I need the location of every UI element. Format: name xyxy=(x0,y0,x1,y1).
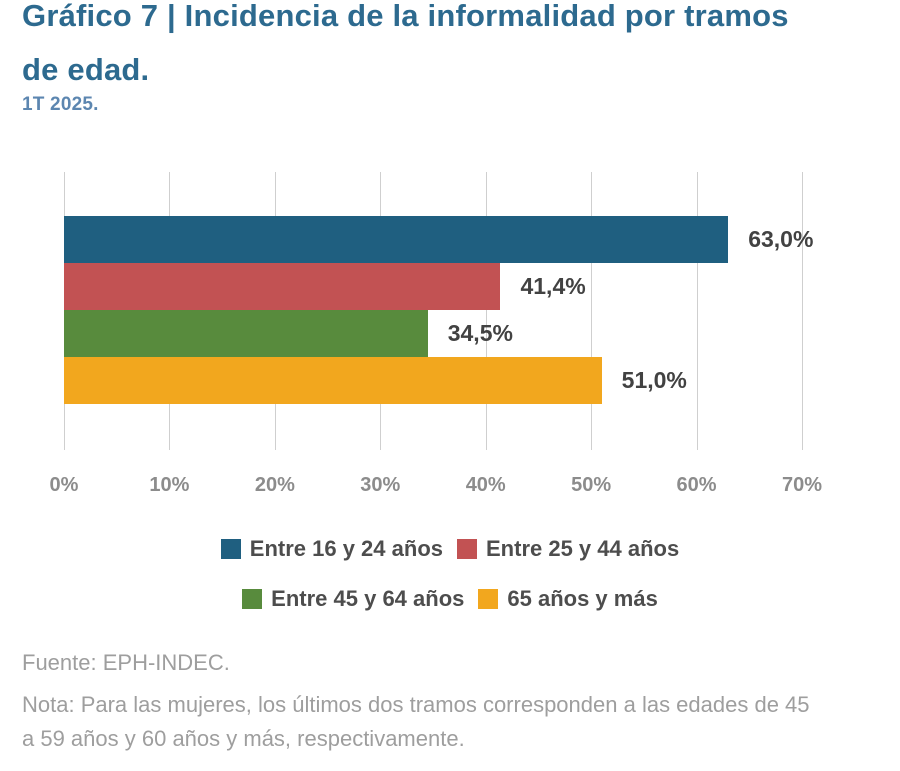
legend-item: Entre 25 y 44 años xyxy=(457,536,679,562)
plot-area: 63,0% 41,4% 34,5% 51,0% xyxy=(64,172,813,450)
bar-value-label: 34,5% xyxy=(447,320,513,346)
legend-label: Entre 25 y 44 años xyxy=(486,536,680,561)
bar-1 xyxy=(64,263,501,310)
x-tick-label: 70% xyxy=(781,474,823,496)
bar-2 xyxy=(64,310,428,357)
gridline xyxy=(591,172,593,450)
bars-container: 63,0% 41,4% 34,5% 51,0% xyxy=(64,216,813,404)
bar-0 xyxy=(64,216,729,263)
bar-row: 41,4% xyxy=(64,263,802,310)
x-tick-label: 60% xyxy=(676,474,717,496)
gridline xyxy=(696,172,698,450)
chart-title: Gráfico 7 | Incidencia de la informalida… xyxy=(22,0,789,87)
legend-swatch-icon xyxy=(242,589,263,609)
legend-swatch-icon xyxy=(457,539,477,559)
x-tick-label: 20% xyxy=(254,474,295,496)
bar-3 xyxy=(64,357,602,404)
x-axis-ticks: 0% 10% 20% 30% 40% 50% 60% 70% xyxy=(50,474,822,502)
x-tick-label: 50% xyxy=(571,474,612,496)
legend-item: 65 años y más xyxy=(478,586,658,612)
x-tick-label: 0% xyxy=(49,474,79,496)
methodology-note: Nota: Para las mujeres, los últimos dos … xyxy=(22,692,810,751)
chart-subtitle: 1T 2025. xyxy=(22,94,99,115)
bar-value-label: 51,0% xyxy=(621,367,687,393)
legend-item: Entre 16 y 24 años xyxy=(220,536,443,562)
x-tick-label: 40% xyxy=(465,474,506,496)
legend-swatch-icon xyxy=(478,589,499,609)
footer: Fuente: EPH-INDEC. Nota: Para las mujere… xyxy=(22,646,822,756)
legend-row-1: Entre 16 y 24 años Entre 25 y 44 años xyxy=(220,536,679,562)
legend-swatch-icon xyxy=(220,539,241,559)
legend-row-2: Entre 45 y 64 años 65 años y más xyxy=(242,586,658,612)
gridline xyxy=(802,172,803,450)
legend-label: 65 años y más xyxy=(507,586,658,611)
legend: Entre 16 y 24 años Entre 25 y 44 años Ent… xyxy=(0,536,900,612)
gridline xyxy=(485,172,487,450)
bar-row: 34,5% xyxy=(64,310,802,357)
legend-label: Entre 16 y 24 años xyxy=(249,536,443,561)
bar-value-label: 41,4% xyxy=(520,273,586,299)
x-tick-label: 30% xyxy=(360,474,401,496)
bar-value-label: 63,0% xyxy=(748,226,814,252)
source-note: Fuente: EPH-INDEC. xyxy=(22,650,230,675)
legend-item: Entre 45 y 64 años xyxy=(242,586,464,612)
bar-row: 51,0% xyxy=(64,357,802,404)
bar-row: 63,0% xyxy=(64,216,813,263)
x-tick-label: 10% xyxy=(149,474,190,496)
legend-label: Entre 45 y 64 años xyxy=(271,586,465,611)
